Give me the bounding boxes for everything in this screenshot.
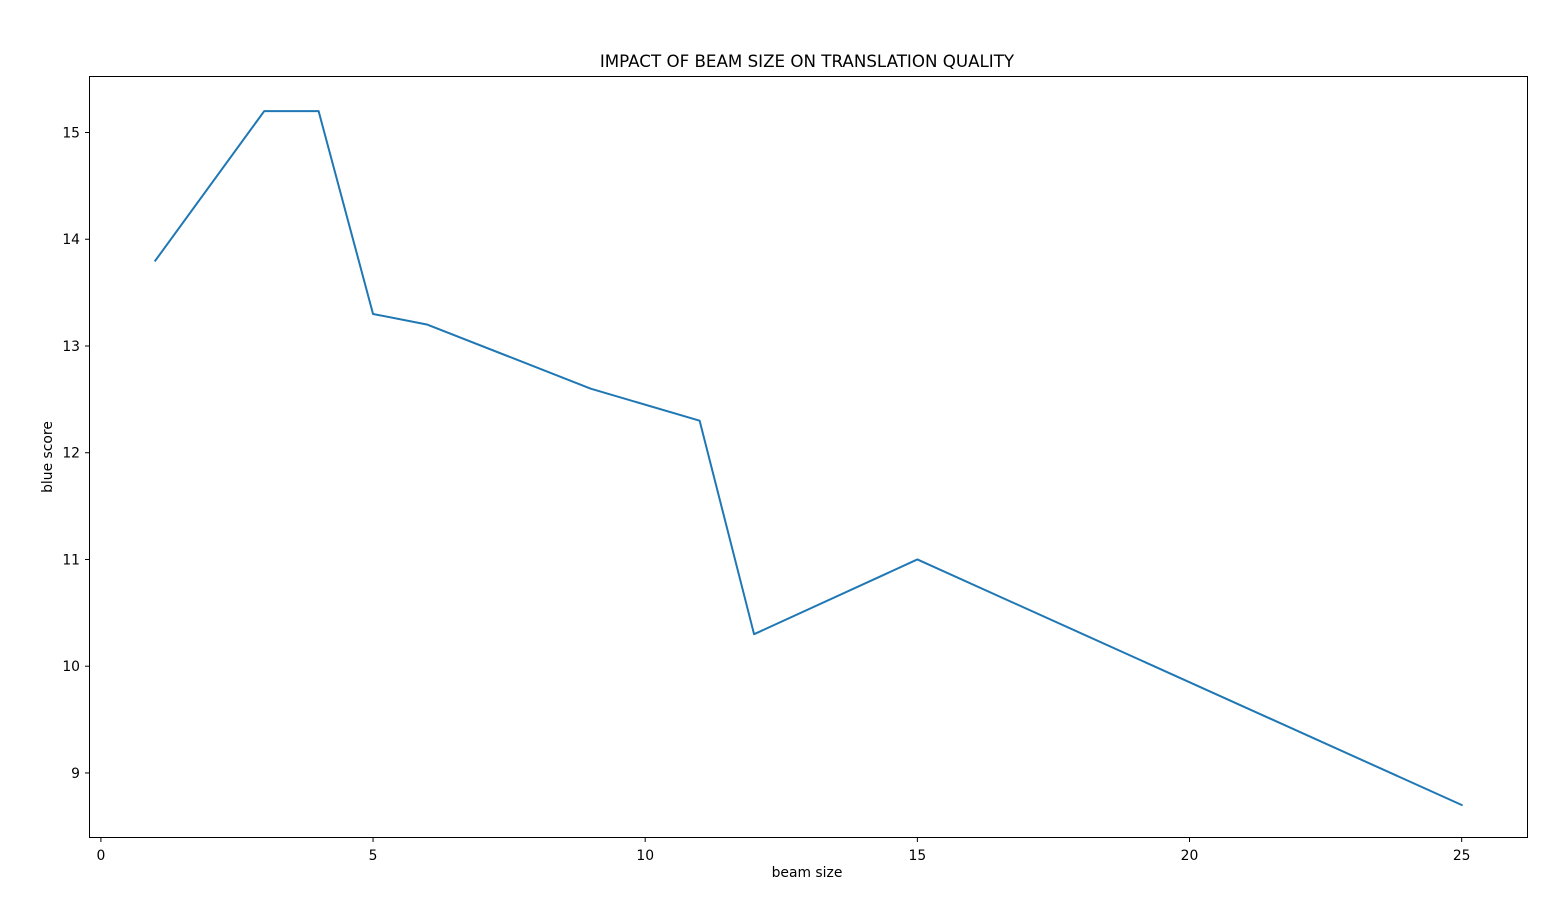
x-tick-label: 10 (636, 848, 654, 864)
chart-title: IMPACT OF BEAM SIZE ON TRANSLATION QUALI… (600, 51, 1015, 71)
y-tick-label: 10 (62, 659, 80, 675)
x-axis-label: beam size (772, 865, 843, 881)
y-tick-label: 15 (62, 126, 80, 142)
y-tick-label: 13 (62, 339, 80, 355)
y-tick-label: 9 (71, 766, 80, 782)
x-tick-label: 15 (909, 848, 927, 864)
y-tick-label: 12 (62, 446, 80, 462)
x-tick-label: 20 (1181, 848, 1199, 864)
y-tick-label: 11 (62, 552, 80, 568)
x-tick-label: 25 (1453, 848, 1471, 864)
y-tick-label: 14 (62, 232, 80, 248)
x-tick-label: 0 (96, 848, 105, 864)
y-axis-label: blue score (40, 421, 56, 493)
x-tick-label: 5 (369, 848, 378, 864)
